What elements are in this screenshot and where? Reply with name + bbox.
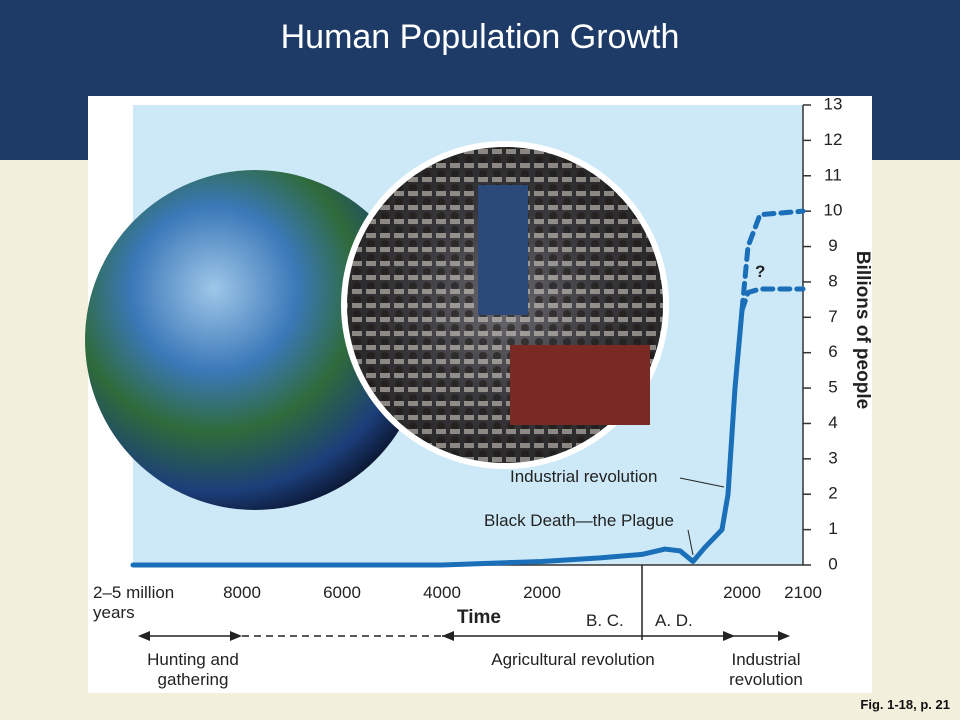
- era-label: Industrial revolution: [729, 650, 803, 689]
- annotation: B. C.: [586, 611, 624, 630]
- era-label: Agricultural revolution: [491, 650, 655, 669]
- y-tick-label: 5: [828, 378, 837, 397]
- y-axis-label: Billions of people: [852, 250, 873, 410]
- x-tick-label: 2000: [523, 583, 561, 602]
- caption: Fig. 1-18, p. 21: [860, 697, 950, 712]
- x-tick-label: 4000: [423, 583, 461, 602]
- era-label: Hunting and gathering: [147, 650, 239, 689]
- x-tick-label: 6000: [323, 583, 361, 602]
- kiosk: [478, 185, 528, 315]
- y-tick-label: 12: [824, 130, 843, 149]
- population-line: [739, 286, 806, 313]
- slide-title: Human Population Growth: [280, 18, 680, 56]
- population-line: [739, 208, 806, 313]
- y-tick-label: 2: [828, 484, 837, 503]
- sign: [510, 345, 650, 425]
- globe-photo: [85, 170, 425, 510]
- y-tick-label: 6: [828, 342, 837, 361]
- leader-line: [687, 529, 694, 556]
- x-tick-label: 2–5 million years: [93, 583, 175, 622]
- annotation: ?: [755, 262, 766, 281]
- annotation: Black Death—the Plague: [484, 511, 674, 530]
- y-tick-label: 10: [824, 201, 843, 220]
- y-tick-label: 3: [828, 448, 837, 467]
- y-tick-label: 4: [828, 413, 837, 432]
- y-tick-label: 7: [828, 307, 837, 326]
- y-tick-label: 0: [828, 554, 837, 573]
- annotation: Industrial revolution: [510, 467, 658, 486]
- y-tick-label: 8: [828, 271, 837, 290]
- y-tick-label: 11: [824, 165, 842, 184]
- population-line: [130, 307, 745, 568]
- x-tick-label: 8000: [223, 583, 261, 602]
- y-tick-label: 1: [828, 519, 837, 538]
- y-tick-label: 13: [824, 94, 843, 113]
- leader-line: [679, 477, 725, 488]
- y-tick-label: 9: [828, 236, 837, 255]
- x-axis-label: Time: [457, 607, 502, 628]
- arrowheads: [138, 631, 790, 641]
- annotation: A. D.: [655, 611, 693, 630]
- x-tick-label: 2100: [784, 583, 822, 602]
- x-tick-label: 2000: [723, 583, 761, 602]
